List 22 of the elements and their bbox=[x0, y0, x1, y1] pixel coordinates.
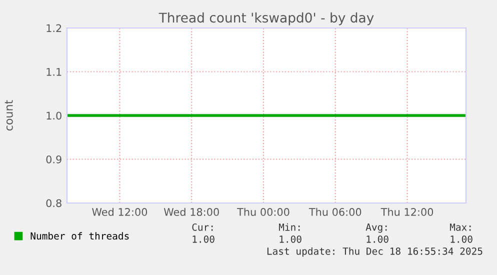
text: Last update: Thu Dec 18 16:55:34 2025 bbox=[267, 247, 482, 257]
y-tick-label: 0.9 bbox=[46, 155, 62, 164]
y-tick-label: 1.2 bbox=[46, 24, 62, 32]
text: 1.00 bbox=[192, 235, 214, 243]
y-tick-label: 1.1 bbox=[46, 68, 62, 76]
text: 1.00 bbox=[366, 235, 388, 243]
chart-title: Thread count 'kswapd0' - by day bbox=[158, 12, 374, 26]
legend-label: Number of threads bbox=[30, 232, 129, 240]
text: 1.00 bbox=[450, 235, 472, 243]
text: Max: bbox=[450, 224, 471, 231]
text: Min: bbox=[278, 223, 300, 231]
x-tick-label: Wed 18:00 bbox=[164, 208, 219, 216]
x-tick-label: Thu 06:00 bbox=[308, 208, 362, 216]
text: Cur: bbox=[192, 223, 213, 231]
text: Avg: bbox=[366, 224, 387, 233]
text: 1.00 bbox=[280, 235, 302, 243]
y-axis-title: count bbox=[4, 100, 13, 131]
x-tick-label: Wed 12:00 bbox=[92, 208, 148, 216]
y-tick-label: 1.0 bbox=[46, 112, 62, 120]
y-tick-label: 0.8 bbox=[46, 199, 62, 208]
x-tick-label: Thu 00:00 bbox=[237, 208, 290, 216]
x-tick-label: Thu 12:00 bbox=[380, 208, 434, 216]
